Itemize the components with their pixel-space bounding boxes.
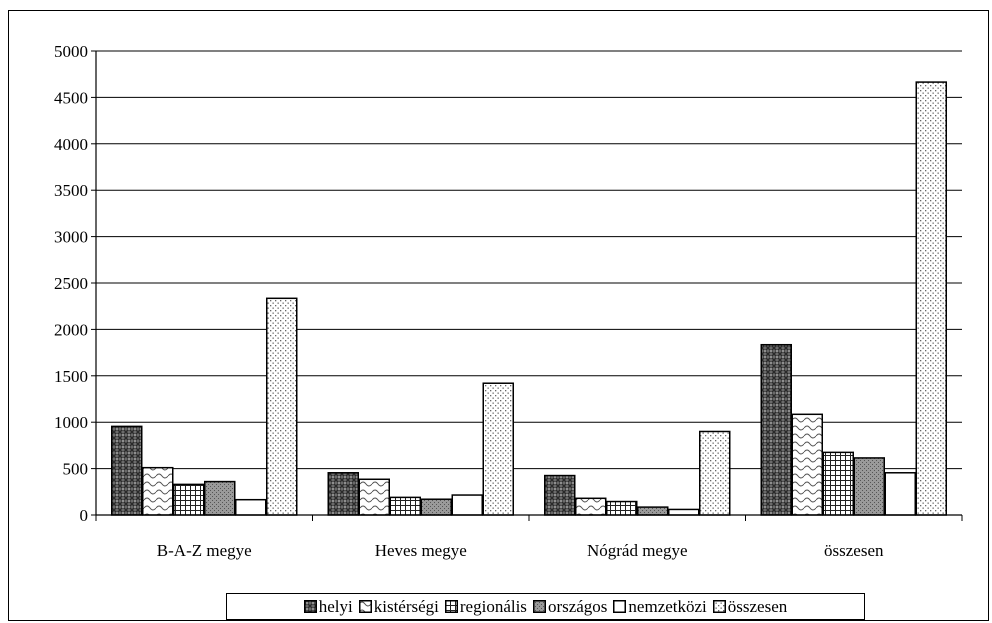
y-tick-label: 1000 [54, 413, 88, 432]
bar-nemzetközi-B-A-Z megye [235, 498, 267, 516]
bar-nemzetközi-Nógrád megye [668, 508, 700, 516]
y-tick-label: 3000 [54, 228, 88, 247]
legend-item: kistérségi [358, 596, 439, 617]
legend: helyi kistérségi regionális országos nemzetk… [226, 593, 865, 620]
legend-swatch [613, 600, 627, 613]
y-tick-label: 4500 [54, 88, 88, 107]
legend-swatch [532, 600, 546, 613]
legend-label: összesen [727, 596, 788, 616]
y-tick-label: 0 [80, 506, 89, 525]
x-tick-label: összesen [824, 541, 884, 560]
bar-kistérségi-Heves megye [358, 478, 390, 516]
y-tick-label: 2500 [54, 274, 88, 293]
y-tick-label: 1500 [54, 367, 88, 386]
bar-országos-Nógrád megye [637, 506, 669, 516]
legend-label: országos [547, 596, 608, 616]
bar-országos-B-A-Z megye [204, 480, 236, 516]
axes: 0 500 1000 1500 2000 2500 3000 3500 4000 4500 5000… [54, 42, 963, 560]
legend-item: országos [532, 596, 608, 617]
bar-összesen-B-A-Z megye [266, 297, 298, 516]
legend-label: helyi [318, 596, 353, 616]
bar-kistérségi-B-A-Z megye [142, 466, 174, 516]
bar-kistérségi-összesen [791, 413, 823, 516]
x-tick-label: Heves megye [375, 541, 467, 560]
legend-swatch [444, 600, 458, 613]
x-tick-label: Nógrád megye [587, 541, 688, 560]
y-tick-label: 5000 [54, 42, 88, 61]
y-tick-label: 3500 [54, 181, 88, 200]
bar-összesen-összesen [915, 81, 947, 516]
bar-nemzetközi-Heves megye [451, 494, 483, 516]
bar-regionális-összesen [822, 451, 854, 516]
bar-regionális-Heves megye [389, 496, 421, 516]
bar-helyi-összesen [760, 343, 792, 516]
legend-item: nemzetközi [613, 596, 707, 617]
legend-label: nemzetközi [628, 596, 707, 616]
legend-item: összesen [712, 596, 788, 617]
x-tick-label: B-A-Z megye [157, 541, 252, 560]
chart-frame [8, 10, 989, 621]
legend-swatch [712, 600, 726, 613]
bar-helyi-Heves megye [327, 472, 359, 516]
bars [111, 81, 947, 516]
legend-label: kistérségi [373, 596, 439, 616]
bar-nemzetközi-összesen [884, 472, 916, 516]
bar-helyi-Nógrád megye [544, 474, 576, 516]
bar-regionális-Nógrád megye [606, 500, 638, 516]
legend-label: regionális [459, 596, 527, 616]
y-tick-label: 500 [63, 460, 89, 479]
gridlines [96, 50, 962, 470]
y-tick-label: 4000 [54, 135, 88, 154]
bar-országos-Heves megye [420, 498, 452, 516]
legend-item: helyi [303, 596, 353, 617]
bar-összesen-Nógrád megye [699, 430, 731, 516]
legend-item: regionális [444, 596, 527, 617]
legend-swatch [303, 600, 317, 613]
bar-összesen-Heves megye [482, 382, 514, 516]
y-tick-label: 2000 [54, 320, 88, 339]
legend-swatch [358, 600, 372, 613]
bar-kistérségi-Nógrád megye [575, 497, 607, 516]
bar-helyi-B-A-Z megye [111, 425, 143, 516]
bar-országos-összesen [853, 457, 885, 516]
bar-regionális-B-A-Z megye [173, 483, 205, 516]
